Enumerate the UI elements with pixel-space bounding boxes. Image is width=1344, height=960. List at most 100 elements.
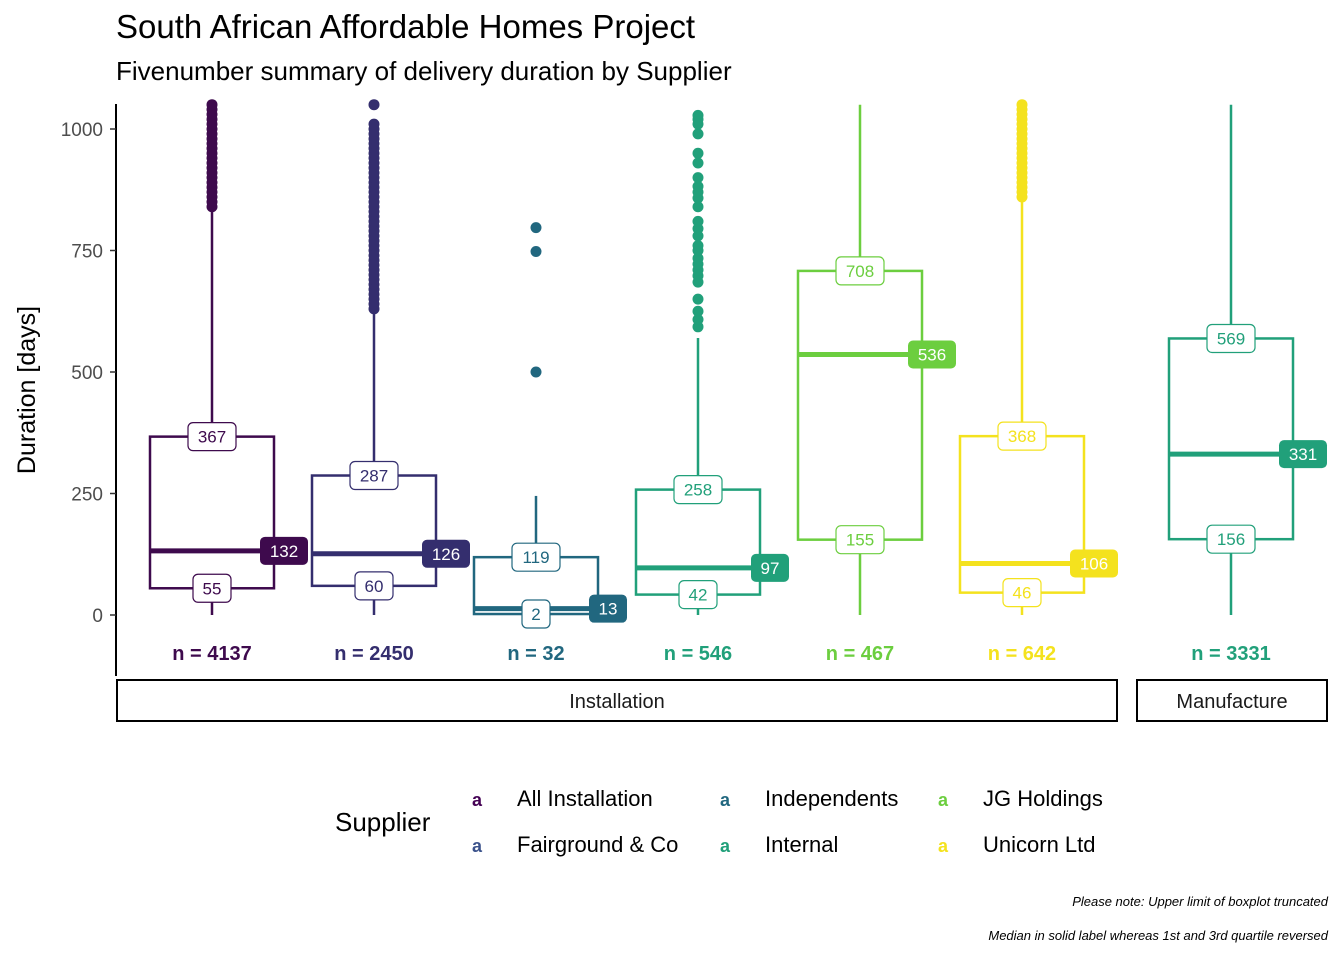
- legend-entry: a JG Holdings: [938, 786, 1103, 811]
- median-label-text: 13: [599, 600, 618, 619]
- q1-label-text: 46: [1013, 584, 1032, 603]
- median-label: 536: [908, 340, 956, 369]
- legend-key: a: [938, 836, 949, 856]
- q3-label: 258: [673, 475, 723, 505]
- outlier-point: [530, 222, 542, 234]
- legend-entry: a Independents: [720, 786, 898, 811]
- outlier-point: [1016, 99, 1028, 111]
- q3-label-bg: [997, 421, 1047, 451]
- q1-label-bg: [678, 579, 718, 610]
- legend-label: Unicorn Ltd: [983, 832, 1096, 857]
- q1-label: 60: [354, 571, 394, 601]
- median-label-bg: [260, 536, 308, 565]
- q3-label-bg: [673, 475, 723, 505]
- outlier-point: [692, 172, 704, 184]
- q3-label: 708: [835, 256, 885, 286]
- median-label: 331: [1279, 440, 1327, 469]
- q3-label-bg: [1206, 323, 1256, 354]
- q1-label-bg: [1002, 578, 1042, 608]
- iqr-box: [1167, 337, 1295, 541]
- box-group: 367 55 132 n = 4137: [148, 99, 308, 665]
- q1-label-bg: [835, 525, 885, 555]
- outlier-point: [692, 252, 704, 264]
- legend-key: a: [938, 790, 949, 810]
- outlier-point: [692, 240, 704, 252]
- n-count-label: n = 4137: [172, 643, 252, 665]
- caption-note: Please note: Upper limit of boxplot trun…: [1072, 894, 1329, 909]
- iqr-box: [796, 269, 924, 541]
- q1-label: 42: [678, 579, 718, 610]
- q3-label-text: 367: [198, 428, 226, 447]
- legend-key: a: [720, 836, 731, 856]
- median-label-text: 126: [432, 545, 460, 564]
- q3-label: 368: [997, 421, 1047, 451]
- n-count-label: n = 32: [507, 643, 564, 665]
- median-label-bg: [422, 539, 470, 568]
- facet-strip: [116, 679, 1118, 722]
- outlier-point: [530, 245, 542, 257]
- median-label: 126: [422, 539, 470, 568]
- legend-label: Internal: [765, 832, 838, 857]
- median-label-text: 331: [1289, 445, 1317, 464]
- q1-label-bg: [192, 573, 232, 603]
- legend-key: a: [720, 790, 731, 810]
- outlier-point: [692, 305, 704, 317]
- median-label-bg: [751, 553, 789, 582]
- q3-label-text: 119: [522, 548, 549, 567]
- q3-label: 287: [349, 460, 399, 491]
- captions: Please note: Upper limit of boxplot trun…: [988, 894, 1328, 943]
- legend-label: All Installation: [517, 786, 653, 811]
- box-group: 287 60 126 n = 2450: [310, 99, 470, 665]
- q1-label: 155: [835, 525, 885, 555]
- outlier-point: [692, 109, 704, 121]
- facet-strips: Installation Manufacture: [116, 679, 1328, 722]
- legend-label: Independents: [765, 786, 898, 811]
- median-label-text: 97: [761, 559, 780, 578]
- n-count-label: n = 546: [664, 643, 732, 665]
- q3-label-bg: [835, 256, 885, 286]
- median-label-bg: [1279, 440, 1327, 469]
- median-label: 97: [751, 553, 789, 582]
- iqr-box: [148, 435, 276, 590]
- median-label-bg: [908, 340, 956, 369]
- chart-subtitle: Fivenumber summary of delivery duration …: [116, 56, 732, 86]
- q3-label: 569: [1206, 323, 1256, 354]
- outlier-point: [692, 215, 704, 227]
- outlier-point: [368, 118, 380, 130]
- n-count-label: n = 467: [826, 643, 894, 665]
- n-count-label: n = 3331: [1191, 643, 1271, 665]
- n-count-label: n = 642: [988, 643, 1056, 665]
- q1-label-text: 55: [203, 579, 222, 598]
- q1-label: 55: [192, 573, 232, 603]
- q1-label-bg: [1206, 524, 1256, 554]
- axes: 0 250 500 750 1000 Duration [days]: [13, 104, 117, 676]
- q1-label: 46: [1002, 578, 1042, 608]
- median-label-bg: [589, 594, 627, 623]
- legend-entry: a Unicorn Ltd: [938, 832, 1096, 857]
- q1-label-bg: [521, 599, 551, 629]
- chart-title: South African Affordable Homes Project: [116, 8, 696, 45]
- legend-key: a: [472, 836, 483, 856]
- q3-label-bg: [187, 422, 237, 452]
- box-group: 708 155 536 n = 467: [796, 104, 956, 665]
- box-group: 569 156 331 n = 3331: [1167, 104, 1327, 665]
- q1-label-text: 2: [531, 605, 540, 624]
- outlier-point: [692, 201, 704, 213]
- q3-label-text: 368: [1008, 427, 1036, 446]
- q3-label-text: 569: [1217, 329, 1245, 348]
- iqr-box: [310, 474, 438, 588]
- q3-label-text: 287: [360, 467, 388, 486]
- iqr-box: [634, 488, 762, 596]
- outlier-point: [692, 157, 704, 169]
- q1-label-bg: [354, 571, 394, 601]
- legend-entry: a Internal: [720, 832, 838, 857]
- legend-label: Fairground & Co: [517, 832, 678, 857]
- y-axis-label: Duration [days]: [13, 306, 41, 474]
- facet-strip: [1136, 679, 1328, 722]
- q3-label-bg: [349, 460, 399, 491]
- q3-label-text: 708: [846, 262, 874, 281]
- boxplot-groups: 367 55 132 n = 4137 287 60 126 n = 2450 119 2 13 n …: [148, 99, 1327, 665]
- q1-label-text: 156: [1217, 530, 1245, 549]
- legend: Supplier a All Installation a Fairground & C…: [335, 786, 1103, 857]
